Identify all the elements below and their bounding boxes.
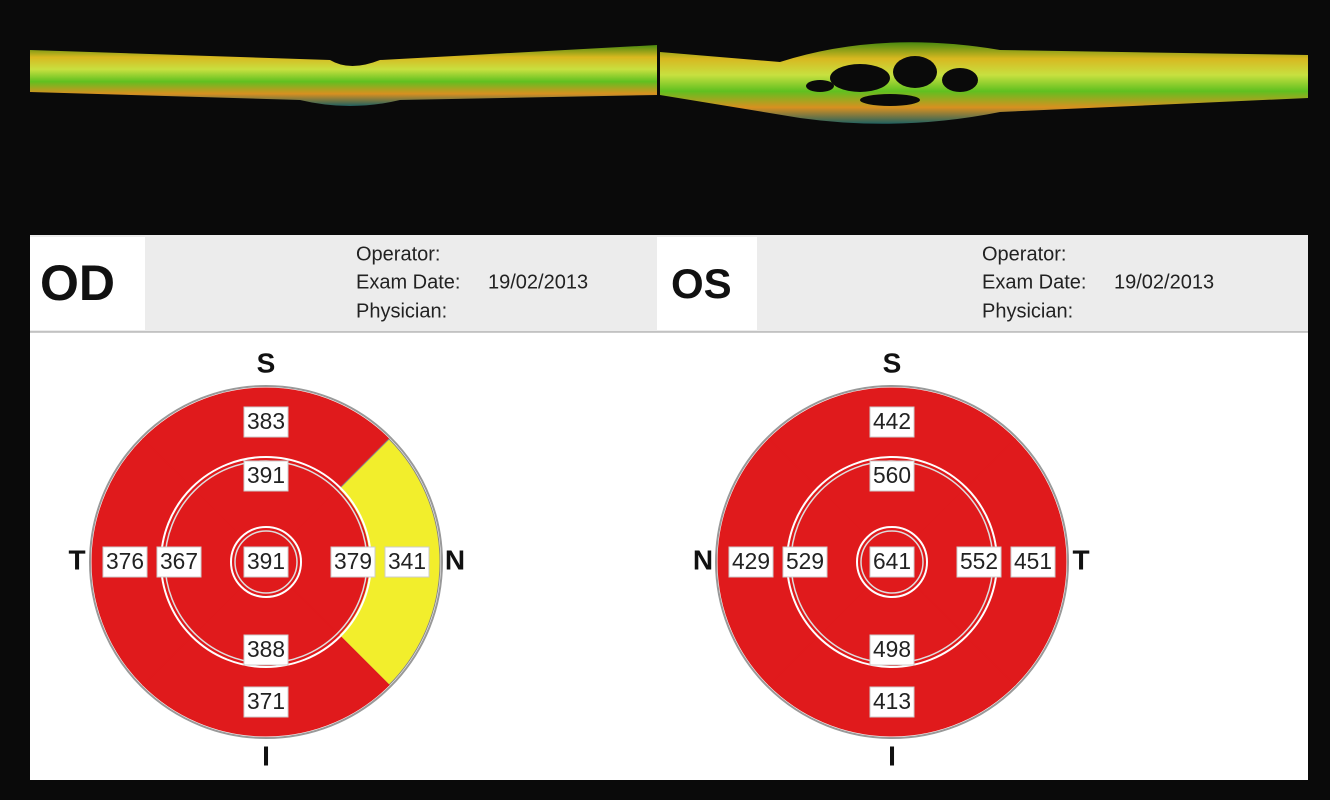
value-box bbox=[1010, 546, 1056, 578]
eye-label: OD bbox=[40, 255, 115, 311]
direction-label: T bbox=[68, 544, 85, 575]
value-box bbox=[243, 406, 289, 438]
value-box bbox=[243, 634, 289, 666]
value-box bbox=[243, 686, 289, 718]
thickness-value: 371 bbox=[247, 688, 285, 714]
oct-cysts bbox=[806, 56, 978, 106]
exam-date-label: Exam Date: bbox=[982, 271, 1086, 293]
thickness-value: 341 bbox=[388, 548, 426, 574]
eye-badge bbox=[657, 237, 757, 330]
thickness-value: 560 bbox=[873, 462, 911, 488]
exam-date: 19/02/2013 bbox=[1114, 271, 1214, 293]
exam-date-label: Exam Date: bbox=[356, 271, 460, 293]
direction-label: S bbox=[883, 347, 902, 378]
oct-scan-os bbox=[660, 42, 1308, 124]
value-box bbox=[869, 460, 915, 492]
value-box bbox=[384, 546, 430, 578]
thickness-value: 451 bbox=[1014, 548, 1052, 574]
thickness-value: 391 bbox=[247, 548, 285, 574]
value-box bbox=[728, 546, 774, 578]
thickness-value: 498 bbox=[873, 636, 911, 662]
value-box bbox=[869, 686, 915, 718]
direction-label: N bbox=[445, 544, 465, 575]
value-box bbox=[869, 546, 915, 578]
thickness-value: 429 bbox=[732, 548, 770, 574]
thickness-value: 552 bbox=[960, 548, 998, 574]
thickness-value: 641 bbox=[873, 548, 911, 574]
value-box bbox=[102, 546, 148, 578]
eye-label: OS bbox=[671, 260, 732, 307]
thickness-value: 529 bbox=[786, 548, 824, 574]
thickness-value: 442 bbox=[873, 408, 911, 434]
exam-date: 19/02/2013 bbox=[488, 271, 588, 293]
thickness-value: 391 bbox=[247, 462, 285, 488]
thickness-value: 379 bbox=[334, 548, 372, 574]
direction-label: N bbox=[693, 544, 713, 575]
ring-line bbox=[230, 526, 302, 598]
value-box bbox=[782, 546, 828, 578]
value-box bbox=[869, 406, 915, 438]
operator-label: Operator: bbox=[356, 243, 440, 265]
value-box bbox=[330, 546, 376, 578]
thickness-value: 388 bbox=[247, 636, 285, 662]
grid-outline bbox=[715, 385, 1069, 739]
value-box bbox=[156, 546, 202, 578]
thickness-value: 367 bbox=[160, 548, 198, 574]
value-box bbox=[869, 634, 915, 666]
ring-line bbox=[856, 526, 928, 598]
thickness-value: 413 bbox=[873, 688, 911, 714]
physician-label: Physician: bbox=[356, 300, 447, 322]
value-box bbox=[956, 546, 1002, 578]
direction-label: S bbox=[257, 347, 276, 378]
value-box bbox=[243, 460, 289, 492]
eye-badge bbox=[30, 237, 145, 330]
eye-panel: OS Operator: Exam Date: 19/02/2013 Physician… bbox=[657, 237, 1214, 771]
thickness-value: 383 bbox=[247, 408, 285, 434]
oct-scan-od bbox=[30, 45, 657, 106]
direction-label: I bbox=[888, 740, 896, 771]
direction-label: I bbox=[262, 740, 270, 771]
ring-line bbox=[860, 530, 924, 594]
operator-label: Operator: bbox=[982, 243, 1066, 265]
value-box bbox=[243, 546, 289, 578]
direction-label: T bbox=[1072, 544, 1089, 575]
thickness-value: 376 bbox=[106, 548, 144, 574]
grid-outline bbox=[89, 385, 443, 739]
physician-label: Physician: bbox=[982, 300, 1073, 322]
eye-panel: OD Operator: Exam Date: 19/02/2013 Physician… bbox=[30, 237, 588, 771]
ring-line bbox=[234, 530, 298, 594]
